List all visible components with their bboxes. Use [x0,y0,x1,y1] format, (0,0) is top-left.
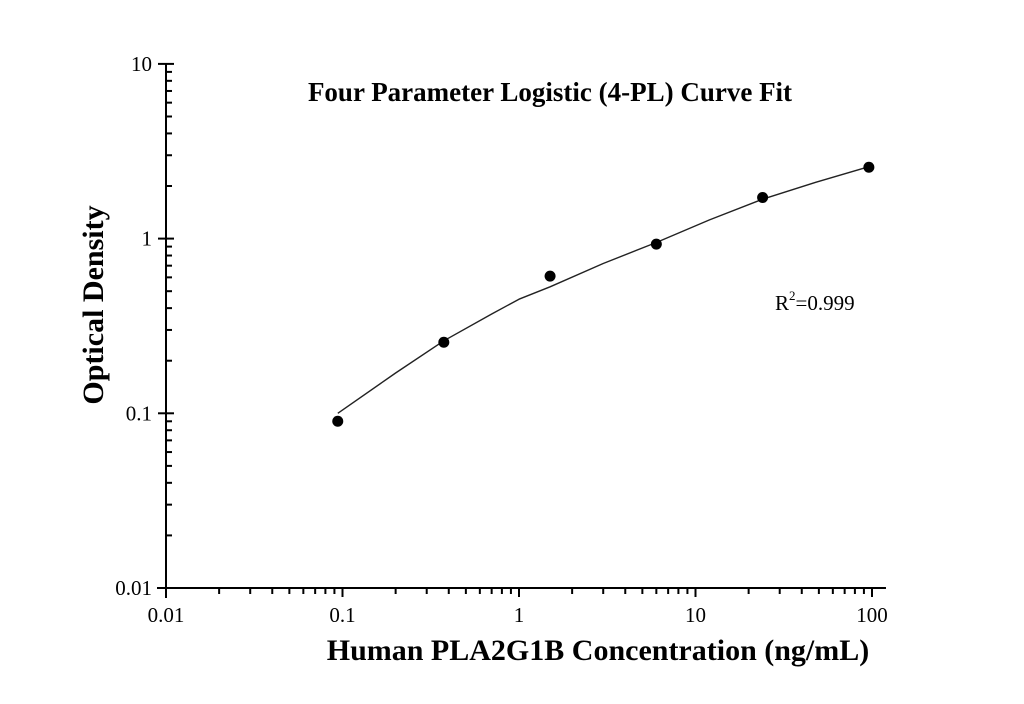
data-point [757,191,769,203]
y-tick-label: 0.01 [115,576,152,600]
r-squared-annotation: R2=0.999 [775,288,855,315]
y-tick-label: 10 [131,52,152,76]
y-tick-label: 1 [142,227,153,251]
x-tick-label: 10 [685,603,706,627]
axes: 0.01 0.1 1 10 100 0.01 0.1 1 10 [115,52,888,627]
y-axis-label: Optical Density [77,205,110,404]
x-axis-label: Human PLA2G1B Concentration (ng/mL) [327,634,870,667]
data-point [332,415,344,427]
fit-line [337,166,870,414]
data-points [332,161,875,427]
data-point [863,161,875,173]
y-tick-label: 0.1 [126,401,152,425]
x-tick-label: 0.01 [148,603,185,627]
x-tick-label: 1 [514,603,525,627]
x-tick-label: 0.1 [329,603,355,627]
fit-curve [337,166,870,414]
x-tick-label: 100 [856,603,888,627]
chart-title: Four Parameter Logistic (4-PL) Curve Fit [308,77,792,107]
data-point [650,238,662,250]
data-point [438,336,450,348]
data-point [544,270,556,282]
